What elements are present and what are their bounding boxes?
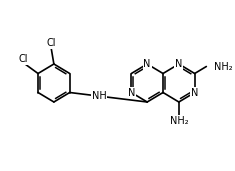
Text: N: N [144, 59, 151, 69]
Text: NH: NH [92, 91, 106, 101]
Text: NH₂: NH₂ [214, 62, 233, 71]
Text: N: N [191, 88, 198, 97]
Text: N: N [128, 88, 135, 97]
Text: Cl: Cl [47, 38, 56, 48]
Text: N: N [175, 59, 183, 69]
Text: NH₂: NH₂ [169, 116, 188, 126]
Text: Cl: Cl [19, 54, 28, 64]
